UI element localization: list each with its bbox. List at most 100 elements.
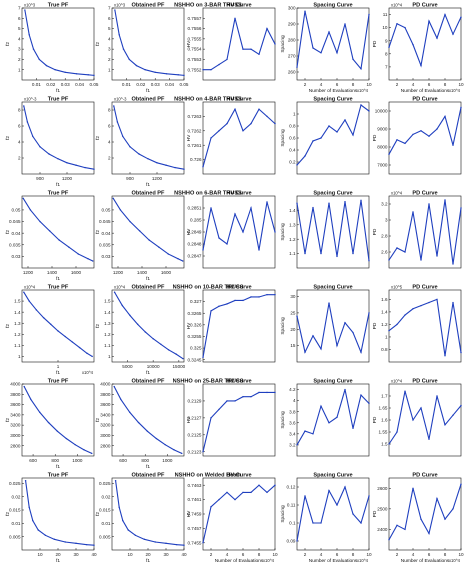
x-axis-label: f1 [146,558,150,564]
y-tick-label: 0.005 [99,534,111,539]
data-point [266,115,268,118]
chart-title: True PF [48,3,69,9]
data-point [452,144,454,146]
chart-panel: 2 4 6 8 900 1200 True PF f2 f1 x10^-3 [5,97,95,188]
data-point [84,166,86,169]
data-point [250,491,252,494]
data-point [112,197,114,200]
y-tick-label: 280 [288,38,296,43]
y-tick-label: 6 [18,124,21,129]
data-point [210,506,212,508]
data-point [344,119,346,121]
x-tick-label: 2 [304,82,307,87]
data-point [360,199,362,202]
y-tick-label: 30 [290,294,296,299]
y-tick-label: 3400 [100,412,111,417]
row-title: NSHHO on 25-BAR TRUSS [173,379,244,385]
y-tick-label: 8 [385,51,388,56]
data-point [352,513,354,515]
plot-frame [111,7,185,81]
data-point [242,130,244,132]
data-point [39,220,41,223]
y-tick-label: 0.726 [190,157,202,162]
data-point [274,391,276,394]
data-point [274,293,276,296]
data-point [336,131,338,133]
data-point [155,437,158,440]
data-point [129,220,131,223]
data-point [66,162,68,164]
y-multiplier: x10^4 [391,191,403,196]
x-tick-label: 10 [366,552,372,557]
data-point [44,534,47,537]
series-line [296,302,370,355]
x-axis-label: f1 [146,276,150,282]
y-tick-label: 0.035 [99,242,111,247]
chart-panel: 1 2 3 4 5 6 7 0.01 0.02 0.03 0.04 0.05 Obtained PF NS… [95,3,242,95]
chart-panel: 260 270 280 290 300 2 4 6 8 10 Spacing Curve Spacin… [280,3,372,95]
x-axis-label: f1 [56,370,60,376]
y-tick-label: 0.7261 [187,143,201,148]
data-point [26,121,29,123]
data-point [122,135,124,138]
y-tick-label: 1.65 [379,406,388,411]
data-point [266,391,268,394]
data-point [428,203,430,205]
x-tick-label: 8 [352,82,355,87]
x-tick-label: 30 [73,552,79,557]
data-point [296,202,298,204]
plot-frame [296,477,370,551]
plot-frame [296,195,370,269]
plot-frame [21,383,95,457]
x-tick-label: 6 [242,552,245,557]
y-tick-label: 1.4 [104,310,111,315]
data-point [64,541,66,543]
data-point [420,259,422,261]
series-line [23,105,95,170]
y-tick-label: 0.035 [9,242,21,247]
data-point [77,253,80,255]
data-point [175,353,177,355]
series-line [296,485,370,542]
data-point [114,479,117,482]
plot-frame [296,101,370,175]
data-point [396,139,398,141]
x-tick-label: 15000 [172,364,185,369]
y-tick-label: 0.03 [12,254,21,259]
y-tick-label: 1.4 [14,310,21,315]
data-point [320,522,322,524]
y-axis-label: Spacing [280,411,286,429]
x-axis-label: f1 [146,370,150,376]
data-point [320,405,322,407]
x-tick-label: 0.03 [61,82,70,87]
y-tick-label: 1.1 [14,343,21,348]
data-point [420,518,422,520]
plot-frame [21,289,95,363]
data-point [412,308,414,310]
data-point [344,486,346,488]
y-tick-label: 300 [288,6,296,11]
data-point [360,351,362,353]
data-point [93,74,95,77]
y-axis-label: HV [186,510,192,517]
data-point [218,63,220,66]
y-tick-label: 0.3265 [187,311,201,316]
data-point [296,66,298,68]
y-multiplier: x10^4 [114,285,126,290]
data-point [396,524,398,527]
data-point [452,508,454,510]
data-point [234,299,236,302]
chart-title: True PF [48,97,69,103]
y-tick-label: 7000 [377,163,388,168]
data-point [444,355,446,357]
data-point [444,13,446,16]
x-tick-label: 2 [210,552,213,557]
y-tick-label: 2500 [377,506,388,511]
x-tick-label: 1600 [161,270,172,275]
x-tick-label: 0.05 [90,82,99,87]
data-point [182,260,184,262]
data-point [304,252,306,255]
y-tick-label: 3.2 [381,202,388,207]
data-point [120,398,122,401]
y-tick-label: 4.2 [289,387,296,392]
